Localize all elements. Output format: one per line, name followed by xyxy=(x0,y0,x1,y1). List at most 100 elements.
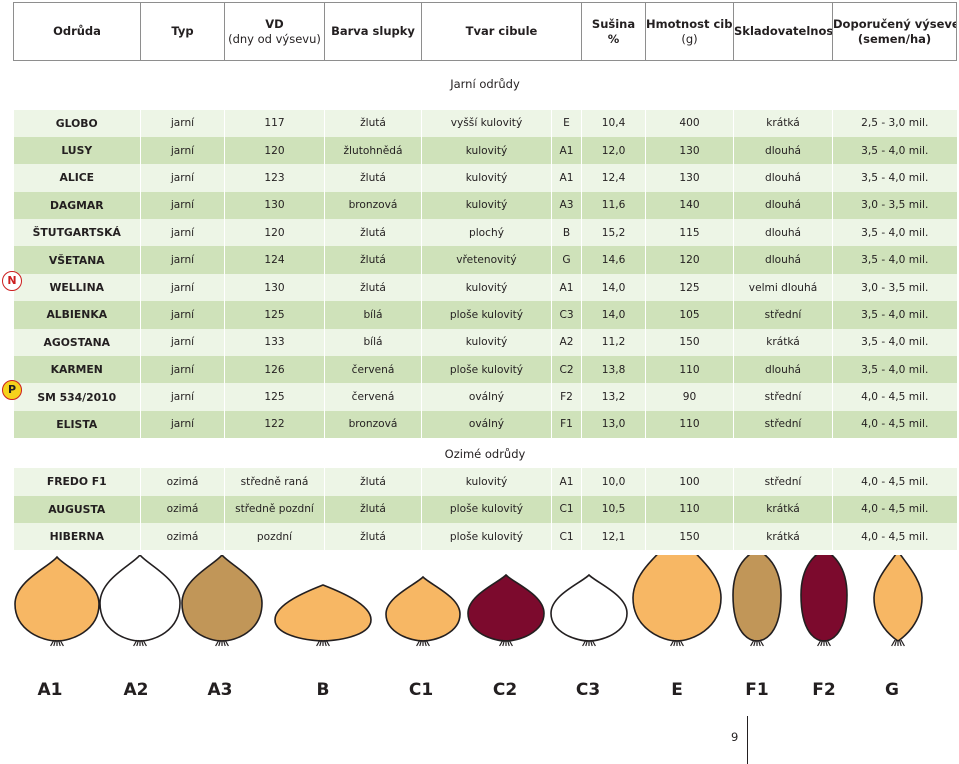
table-row: ALBIENKA jarní 125 bílá ploše kulovitý C3 14,0… xyxy=(13,301,957,329)
table-cell: žlutá xyxy=(324,246,422,274)
table-cell: A1 xyxy=(551,468,583,496)
table-cell: 12,1 xyxy=(581,522,647,551)
table-row: SM 534/2010 jarní 125 červená oválný F2 13,2 90… xyxy=(13,383,957,411)
table-cell: 4,0 - 4,5 mil. xyxy=(832,495,957,523)
onion-a2-icon xyxy=(99,555,181,647)
table-row: WELLINA jarní 130 žlutá kulovitý A1 14,0 125 vel… xyxy=(13,273,957,302)
table-cell: 150 xyxy=(645,328,735,357)
table-cell: 150 xyxy=(645,522,735,551)
variety-name-cell: HIBERNA xyxy=(13,522,141,551)
variety-name-cell: VŠETANA xyxy=(13,246,141,274)
table-cell: 14,0 xyxy=(581,273,647,302)
onion-shape-illustrations xyxy=(14,555,923,647)
onion-a3-icon xyxy=(181,555,263,647)
header-typ: Typ xyxy=(140,2,225,61)
table-cell: střední xyxy=(733,468,834,496)
table-cell: 11,2 xyxy=(581,328,647,357)
section-spring: Jarní odrůdy xyxy=(14,61,957,102)
table-cell: C2 xyxy=(551,356,583,384)
table-cell: jarní xyxy=(140,109,225,137)
table-cell: G xyxy=(551,246,583,274)
header-odruda: Odrůda xyxy=(13,2,141,61)
table-cell: bronzová xyxy=(324,191,422,220)
table-cell: C3 xyxy=(551,301,583,329)
table-cell: A1 xyxy=(551,164,583,192)
table-cell: 110 xyxy=(645,410,735,439)
table-cell: kulovitý xyxy=(421,164,552,192)
variety-name-cell: ALBIENKA xyxy=(13,301,141,329)
table-cell: 14,6 xyxy=(581,246,647,274)
table-cell: krátká xyxy=(733,522,834,551)
table-cell: žlutá xyxy=(324,109,422,137)
table-cell: 123 xyxy=(224,164,325,192)
table-cell: dlouhá xyxy=(733,219,834,247)
onion-c3-icon xyxy=(550,573,628,647)
variety-name-cell: AUGUSTA xyxy=(13,495,141,523)
table-cell: velmi dlouhá xyxy=(733,273,834,302)
table-cell: 4,0 - 4,5 mil. xyxy=(832,383,957,411)
table-cell: jarní xyxy=(140,191,225,220)
shape-code-label: C2 xyxy=(492,680,518,700)
table-cell: 133 xyxy=(224,328,325,357)
table-cell: bronzová xyxy=(324,410,422,439)
table-cell: 120 xyxy=(645,246,735,274)
table-cell: 4,0 - 4,5 mil. xyxy=(832,410,957,439)
shape-code-label: F2 xyxy=(812,680,836,700)
onion-a1-icon xyxy=(14,555,100,647)
table-cell: kulovitý xyxy=(421,328,552,357)
variety-name-cell: ŠTUTGARTSKÁ xyxy=(13,219,141,247)
table-row: KARMEN jarní 126 červená ploše kulovitý C2 13,… xyxy=(13,356,957,384)
onion-g-icon xyxy=(873,555,923,647)
table-cell: 3,5 - 4,0 mil. xyxy=(832,136,957,165)
table-cell: kulovitý xyxy=(421,273,552,302)
onion-b-icon xyxy=(274,584,372,647)
table-cell: 130 xyxy=(224,191,325,220)
table-cell: žlutá xyxy=(324,164,422,192)
table-cell: C1 xyxy=(551,495,583,523)
table-cell: ploše kulovitý xyxy=(421,356,552,384)
header-susina: Sušina% xyxy=(581,2,647,61)
table-cell: 3,5 - 4,0 mil. xyxy=(832,246,957,274)
shape-code-label: A3 xyxy=(207,680,233,700)
shape-code-label: F1 xyxy=(745,680,769,700)
table-cell: 400 xyxy=(645,109,735,137)
variety-name-cell: LUSY xyxy=(13,136,141,165)
variety-name-cell: DAGMAR xyxy=(13,191,141,220)
table-cell: 120 xyxy=(224,136,325,165)
section-winter-label: Ozimé odrůdy xyxy=(444,447,526,462)
shape-code-label: A1 xyxy=(37,680,63,700)
onion-c1-icon xyxy=(385,575,461,647)
header-sklad: Skladovatelnost xyxy=(733,2,834,61)
table-cell: 13,8 xyxy=(581,356,647,384)
table-cell: ploše kulovitý xyxy=(421,495,552,523)
table-cell: 3,5 - 4,0 mil. xyxy=(832,356,957,384)
table-cell: 11,6 xyxy=(581,191,647,220)
table-cell: 125 xyxy=(224,301,325,329)
variety-name-cell: SM 534/2010 xyxy=(13,383,141,411)
section-winter: Ozimé odrůdy xyxy=(14,438,957,468)
table-cell: 100 xyxy=(645,468,735,496)
variety-name-cell: KARMEN xyxy=(13,356,141,384)
header-vd: VD (dny od výsevu) xyxy=(224,2,325,61)
table-cell: kulovitý xyxy=(421,136,552,165)
table-cell: 12,4 xyxy=(581,164,647,192)
shape-code-label: G xyxy=(885,680,899,700)
table-cell: krátká xyxy=(733,495,834,523)
table-cell: 124 xyxy=(224,246,325,274)
shape-code-label: A2 xyxy=(123,680,149,700)
table-cell: jarní xyxy=(140,356,225,384)
table-cell: jarní xyxy=(140,273,225,302)
table-cell: jarní xyxy=(140,164,225,192)
table-row: AUGUSTA ozimá středně pozdní žlutá ploše kul… xyxy=(13,495,957,523)
table-header: Odrůda Typ VD (dny od výsevu) Barva slupk… xyxy=(13,2,958,61)
variety-name-cell: WELLINA xyxy=(13,273,141,302)
table-cell: středně pozdní xyxy=(224,495,325,523)
table-cell: žlutá xyxy=(324,522,422,551)
table-cell: 130 xyxy=(224,273,325,302)
table-cell: 105 xyxy=(645,301,735,329)
table-cell: 3,5 - 4,0 mil. xyxy=(832,219,957,247)
table-cell: 10,4 xyxy=(581,109,647,137)
table-cell: F2 xyxy=(551,383,583,411)
table-cell: žlutá xyxy=(324,495,422,523)
table-cell: krátká xyxy=(733,109,834,137)
